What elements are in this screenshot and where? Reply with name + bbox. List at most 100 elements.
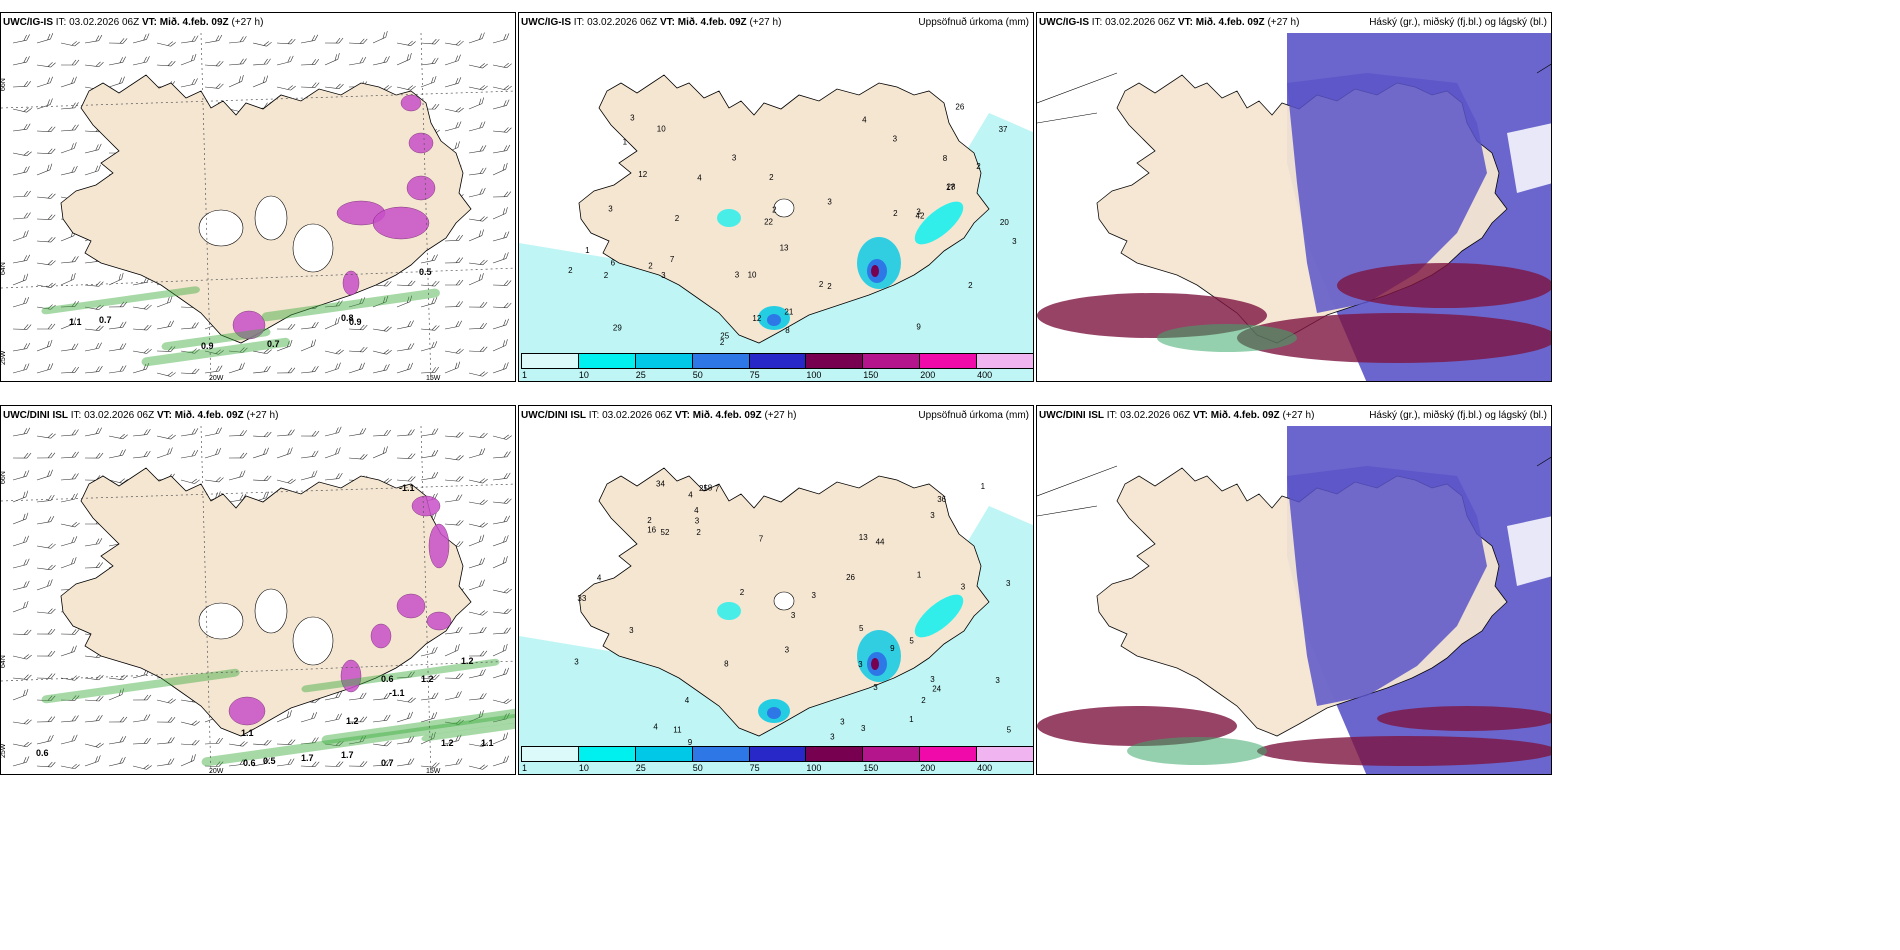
wind-value-label: 1.1 [69,317,82,327]
precip-value-label: 2 [604,271,609,280]
precip-value-label: 18 [703,484,712,493]
wind-value-label: 1.2 [346,716,359,726]
precip-value-label: 2 [769,173,774,182]
precip-value-label: 11 [673,726,682,735]
wind-value-label: 1.2 [441,738,454,748]
precip-value-label: 6 [611,259,616,268]
ice-patch [370,623,392,649]
precip-value-label: 3 [791,611,796,620]
precip-value-label: 8 [943,154,948,163]
wind-value-label: 0.6 [36,748,49,758]
legend-tick: 1 [522,763,528,773]
lat-label-64: 64N [1,655,7,668]
precip-panel-ig: 2 9 3 13 21 3 22 2 10 20 3 10 25 2 29 37 2 2 3 3 2 1 7 42 3 2 12 12… [518,12,1034,382]
ice-patch [428,523,450,569]
wind-band [201,714,515,767]
lon-label-15: 15W [426,768,441,775]
wind-value-label: 0.7 [267,339,280,349]
precip-value-label: 25 [699,484,708,493]
panel-title: Uppsöfnuð úrkoma (mm) [918,17,1029,28]
precip-cell [914,201,964,245]
precip-value-label: 34 [656,479,665,488]
valid-time: Mið. 4.feb. 09Z [1195,17,1265,28]
precip-legend: 1 10 25 50 75 100 150 200 400 [521,746,1033,773]
precip-value-label: 2 [740,588,745,597]
precip-value-label: 3 [785,646,790,655]
precip-value-label: 2 [720,338,725,347]
vt-label: VT: [659,17,675,28]
legend-swatch [577,746,636,762]
precip-value-label: 5 [909,636,914,645]
legend-swatch [577,353,636,369]
wind-value-label: 0.6 [243,758,256,768]
lon-label-20: 20W [209,375,224,382]
legend-tick: 25 [635,370,646,380]
precip-value-label: 3 [916,208,921,217]
wind-value-label: 1.1 [481,738,494,748]
mid-cloud-band [1157,324,1297,352]
precip-cell [914,594,964,638]
precip-value-label: 33 [577,594,586,603]
legend-swatch [862,353,921,369]
precip-value-label: 2 [827,282,832,291]
precip-value-label: 5 [859,624,864,633]
ice-patch [342,270,360,296]
precip-value-label: 4 [697,173,702,182]
wind-value-label: 1.7 [341,750,354,760]
it-label: IT: [588,410,600,421]
lon-label-20: 20W [209,768,224,775]
low-cloud-band [1237,313,1551,363]
panel-header: UWC/DINI ISL IT: 03.02.2026 06Z VT: Mið.… [521,410,796,421]
ice-patch [396,593,426,619]
vt-label: VT: [156,410,172,421]
precip-value-label: 3 [1006,579,1011,588]
precip-value-label: 5 [1007,725,1012,734]
legend-tick: 25 [635,763,646,773]
wind-band [261,288,440,322]
lead-time: (+27 h) [231,17,264,28]
precip-value-label: 25 [720,331,729,340]
wind-band [41,668,240,704]
precip-value-label: 2 [772,205,777,214]
precip-value-label: 8 [785,326,790,335]
precip-value-label: 22 [764,217,773,226]
legend-tick: 75 [749,370,760,380]
wind-value-label: -1.1 [399,483,415,493]
precip-value-label: 1 [917,571,922,580]
vt-label: VT: [1177,17,1193,28]
precip-value-label: 3 [840,717,845,726]
precip-value-label: 3 [930,511,935,520]
wind-value-label: 0.7 [99,315,112,325]
lon-label-25: 25W [1,350,7,365]
wind-map-svg: -1.1 1.2 0.6 -1.1 1.2 1.2 0.6 1.1 0.6 0.5 1.7 1.7 1.… [1,425,515,775]
ice-patch [372,206,430,240]
legend-tick: 200 [920,370,936,380]
wind-band [301,658,500,693]
precip-value-label: 10 [657,125,666,134]
precip-value-label: 2 [675,214,680,223]
precip-value-label: 4 [597,574,602,583]
legend-swatch [805,353,864,369]
precip-cell [871,265,879,277]
wind-value-label: 0.6 [381,674,394,684]
low-cloud-band [1037,706,1237,746]
precip-value-label: 2 [968,281,973,290]
low-cloud-band [1377,706,1551,731]
precip-value-label: 3 [574,658,579,667]
precip-panel-dini: 7 1 1 3 16 3 24 9 26 3 8 3 33 5 34 3 36 3 2 3 4 18 11 44 9 4 4 7 25 4… [518,405,1034,775]
legend-swatch [691,746,750,762]
vt-label: VT: [141,17,157,28]
precip-value-label: 24 [932,685,941,694]
precip-value-label: 3 [995,676,1000,685]
init-time: 03.02.2026 06Z [84,410,155,421]
lead-time: (+27 h) [246,410,279,421]
legend-tick: 100 [806,763,822,773]
legend-tick: 150 [863,370,879,380]
ice-patch [400,94,422,112]
valid-time: Mið. 4.feb. 09Z [1210,410,1280,421]
panel-title: Háský (gr.), miðský (fj.bl.) og lágský (… [1369,17,1547,28]
precip-value-label: 1 [585,246,590,255]
precip-value-label: 1 [909,715,914,724]
wind-value-label: -1.1 [389,688,405,698]
precip-cell [767,314,781,326]
